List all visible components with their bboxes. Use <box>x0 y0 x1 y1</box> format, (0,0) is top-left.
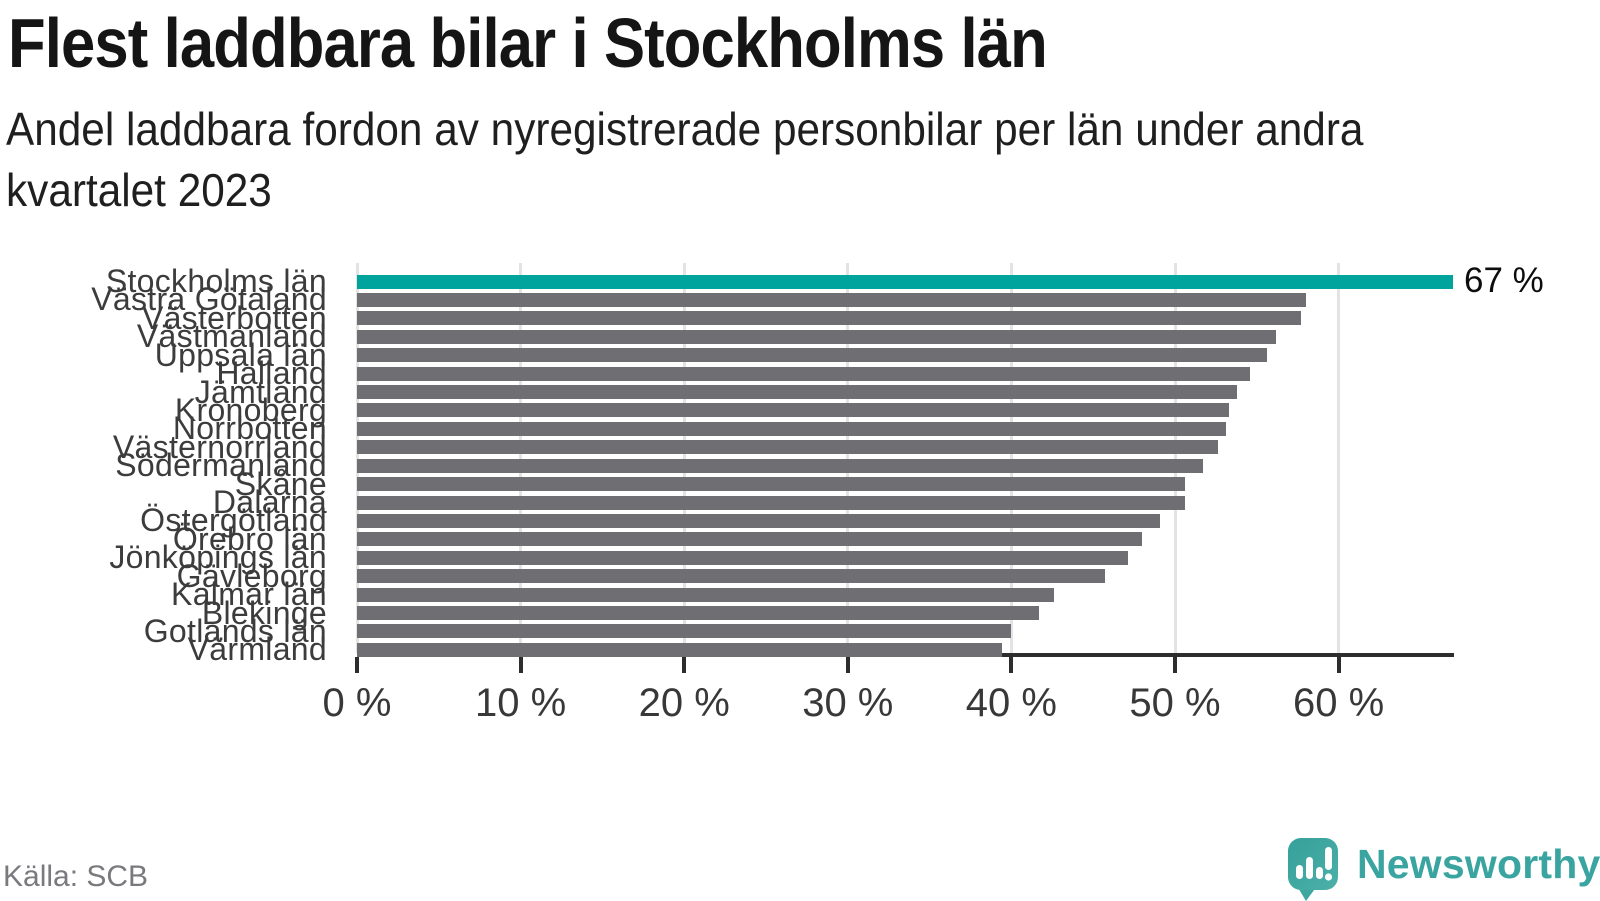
bar <box>357 348 1267 363</box>
y-axis-label: Västerbotten <box>141 299 327 336</box>
y-axis-label: Skåne <box>234 465 327 502</box>
x-axis-tick-label: 30 % <box>802 681 894 725</box>
y-axis-label: Uppsala län <box>154 336 327 373</box>
bar <box>357 624 1012 639</box>
bar <box>357 403 1229 418</box>
chart-title: Flest laddbara bilar i Stockholms län <box>8 4 1048 82</box>
x-axis-tick-label: 20 % <box>638 681 730 725</box>
bar <box>357 329 1277 344</box>
x-axis-tick <box>518 657 523 673</box>
bar <box>357 366 1251 381</box>
x-axis-tick <box>355 657 359 673</box>
x-axis-tick <box>845 657 850 673</box>
bar <box>357 440 1218 455</box>
x-axis-tick <box>1173 657 1177 673</box>
x-axis-tick <box>682 657 687 673</box>
y-axis-label: Dalarna <box>212 484 327 521</box>
chart-subtitle-line-1: Andel laddbara fordon av nyregistrerade … <box>6 103 1364 155</box>
gridline <box>682 263 686 653</box>
y-axis-label: Gotlands län <box>143 612 327 649</box>
gridline <box>846 263 850 653</box>
gridline <box>1337 263 1341 653</box>
gridline <box>1009 263 1013 653</box>
x-axis-tick <box>1336 657 1341 673</box>
x-axis-tick-label: 60 % <box>1293 681 1385 725</box>
y-axis-label: Gävleborg <box>176 557 327 594</box>
y-axis-label: Kalmar län <box>171 576 327 613</box>
bar <box>357 550 1128 565</box>
y-axis-label: Värmland <box>187 631 327 668</box>
x-axis-tick-label: 0 % <box>322 681 392 725</box>
gridline <box>355 263 359 653</box>
x-axis-tick <box>1009 657 1014 673</box>
y-axis-label: Västmanland <box>136 318 327 355</box>
y-axis-label: Västra Götaland <box>91 281 327 318</box>
y-axis-label: Jämtland <box>194 373 327 410</box>
highlight-value-label: 67 % <box>1464 261 1544 300</box>
y-axis-label: Södermanland <box>115 447 327 484</box>
y-axis-label: Stockholms län <box>105 263 327 299</box>
y-axis-label: Östergötland <box>140 502 327 539</box>
bar <box>357 495 1185 510</box>
y-axis-label: Norrbotten <box>172 410 327 447</box>
bar <box>357 513 1161 528</box>
chart-subtitle-line-2: kvartalet 2023 <box>6 164 272 216</box>
bar <box>357 311 1301 326</box>
bar <box>357 458 1203 473</box>
bar <box>357 532 1143 547</box>
newsworthy-wordmark: Newsworthy <box>1357 841 1600 887</box>
y-axis-label: Västernorrland <box>112 428 327 465</box>
bar <box>357 421 1226 436</box>
bar <box>357 385 1238 400</box>
y-axis-label: Blekinge <box>201 594 327 631</box>
bar <box>357 569 1105 584</box>
y-axis-label: Örebro län <box>172 520 327 557</box>
bar <box>357 606 1040 621</box>
gridline <box>519 263 523 653</box>
y-axis-label: Halland <box>216 355 327 392</box>
bar <box>357 587 1054 602</box>
x-axis-tick-label: 40 % <box>965 681 1057 725</box>
bar <box>357 274 1454 289</box>
bar <box>357 642 1002 657</box>
bar <box>357 477 1185 492</box>
source-text: Källa: SCB <box>3 860 149 893</box>
bar <box>357 292 1306 307</box>
newsworthy-bar-chart-icon <box>1288 838 1338 890</box>
x-axis-tick-label: 50 % <box>1129 681 1221 725</box>
y-axis-label: Kronoberg <box>174 391 327 428</box>
y-axis-label: Jönköpings län <box>109 539 327 576</box>
x-axis-tick-label: 10 % <box>475 681 567 725</box>
gridline <box>1173 263 1177 653</box>
